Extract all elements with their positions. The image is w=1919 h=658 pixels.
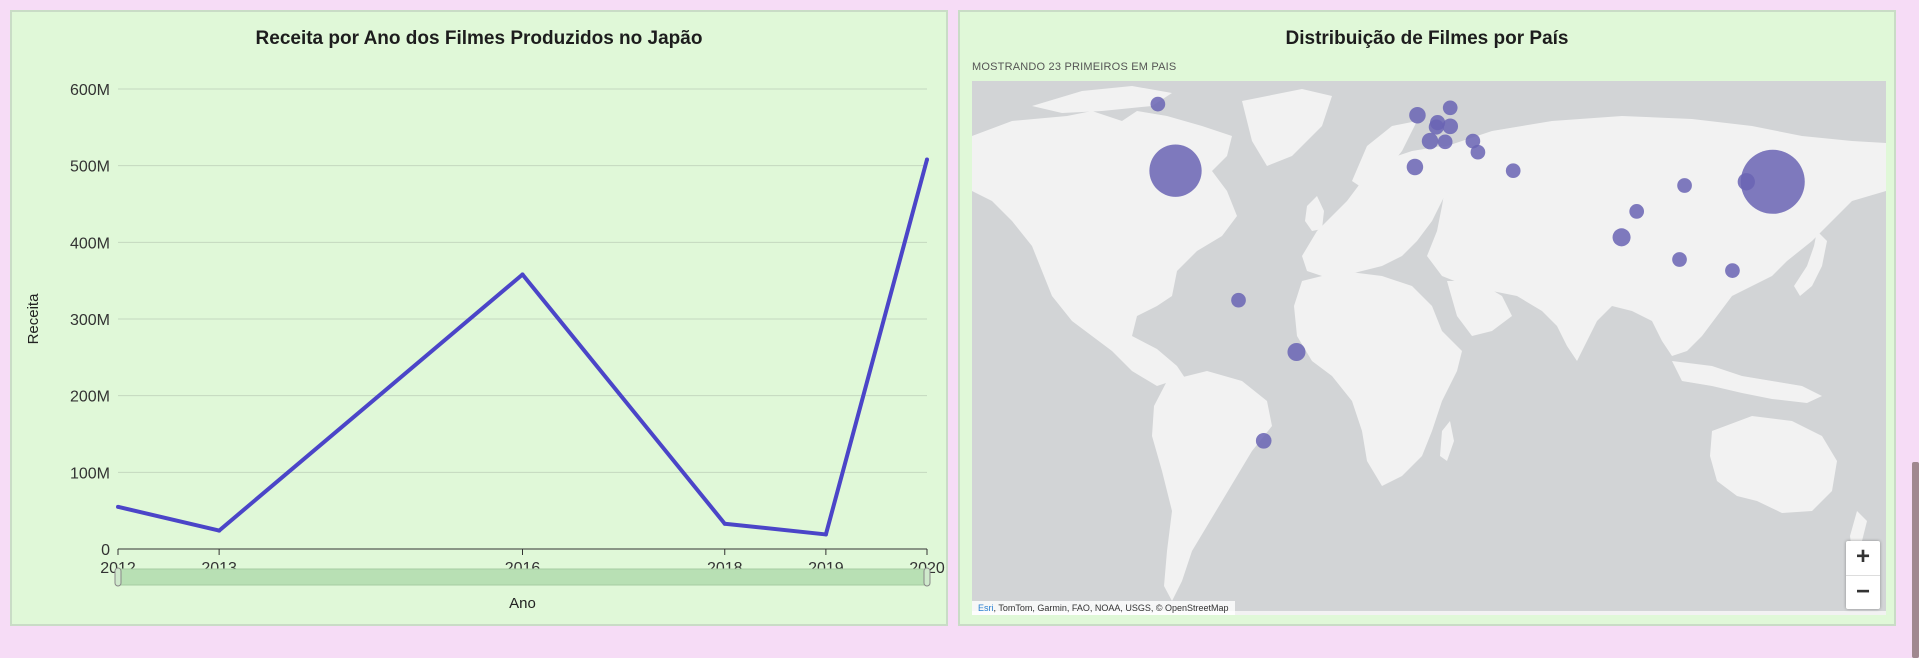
greenland-land bbox=[1242, 89, 1332, 166]
revenue-point[interactable] bbox=[925, 157, 929, 162]
y-tick-label: 600M bbox=[70, 82, 110, 99]
south-america-land bbox=[1152, 371, 1272, 601]
bubble-uk[interactable] bbox=[1409, 106, 1426, 124]
revenue-chart-panel: Receita por Ano dos Filmes Produzidos no… bbox=[10, 10, 948, 626]
revenue-point[interactable] bbox=[217, 528, 222, 533]
map-canvas[interactable] bbox=[972, 81, 1886, 615]
revenue-point[interactable] bbox=[722, 521, 727, 526]
madagascar-land bbox=[1440, 421, 1454, 461]
bubble-japan[interactable] bbox=[1740, 149, 1805, 214]
bubble-spain[interactable] bbox=[1406, 158, 1424, 176]
attribution-text: , TomTom, Garmin, FAO, NOAA, USGS, © Ope… bbox=[993, 603, 1229, 613]
y-tick-label: 500M bbox=[70, 159, 110, 176]
bubble-brazil[interactable] bbox=[1287, 342, 1306, 362]
africa-land bbox=[1294, 271, 1462, 486]
central-america-land bbox=[1132, 336, 1187, 386]
y-tick-label: 300M bbox=[70, 312, 110, 329]
uk-land bbox=[1305, 196, 1324, 231]
japan-land bbox=[1794, 231, 1827, 296]
arabia-land bbox=[1447, 281, 1512, 336]
bubble-nepal[interactable] bbox=[1629, 204, 1645, 219]
bubble-south-korea[interactable] bbox=[1737, 173, 1755, 191]
x-axis-title: Ano bbox=[509, 595, 536, 612]
australia-land bbox=[1710, 416, 1837, 513]
y-tick-label: 100M bbox=[70, 465, 110, 482]
zoom-controls: + − bbox=[1846, 541, 1880, 609]
zoom-out-button[interactable]: − bbox=[1846, 575, 1880, 609]
bubble-colombia[interactable] bbox=[1231, 292, 1246, 308]
bubble-turkey[interactable] bbox=[1505, 163, 1521, 179]
map-title: Distribuição de Filmes por País bbox=[1285, 28, 1569, 49]
revenue-line bbox=[117, 159, 929, 537]
y-axis-title: Receita bbox=[25, 293, 42, 345]
bubble-usa[interactable] bbox=[1149, 144, 1202, 197]
north-arctic-islands bbox=[1032, 86, 1172, 113]
bubble-germany[interactable] bbox=[1442, 118, 1459, 135]
bubble-switzerland[interactable] bbox=[1437, 134, 1453, 150]
revenue-point[interactable] bbox=[823, 532, 828, 537]
range-slider-track[interactable] bbox=[117, 568, 928, 586]
range-slider-handle-right[interactable] bbox=[923, 567, 931, 587]
map-subtitle: MOSTRANDO 23 PRIMEIROS EM PAIS bbox=[972, 61, 1177, 73]
bubble-china[interactable] bbox=[1677, 178, 1692, 193]
map-attribution: Esri, TomTom, Garmin, FAO, NOAA, USGS, ©… bbox=[972, 601, 1235, 615]
se-asia-islands bbox=[1672, 361, 1822, 403]
bubble-argentina[interactable] bbox=[1255, 432, 1272, 449]
revenue-line-chart: 0100M200M300M400M500M600M201220132016201… bbox=[25, 82, 945, 612]
bubble-serbia[interactable] bbox=[1470, 144, 1486, 160]
bubble-philippines[interactable] bbox=[1725, 263, 1740, 278]
y-tick-label: 0 bbox=[101, 542, 110, 559]
esri-link[interactable]: Esri bbox=[978, 603, 994, 613]
bubble-thailand[interactable] bbox=[1672, 252, 1687, 267]
bubble-canada[interactable] bbox=[1150, 96, 1166, 112]
bubble-denmark[interactable] bbox=[1442, 100, 1458, 116]
bubble-hungary[interactable] bbox=[1465, 133, 1481, 149]
bubble-belgium[interactable] bbox=[1428, 119, 1444, 135]
north-america-land bbox=[972, 111, 1237, 386]
world-map[interactable]: Esri, TomTom, Garmin, FAO, NOAA, USGS, ©… bbox=[972, 81, 1886, 615]
revenue-point[interactable] bbox=[520, 272, 525, 277]
scandinavia-land bbox=[1352, 121, 1417, 191]
country-map-panel: Distribuição de Filmes por País MOSTRAND… bbox=[958, 10, 1896, 626]
page-scrollbar[interactable] bbox=[1912, 462, 1919, 658]
y-tick-label: 400M bbox=[70, 235, 110, 252]
bubble-france[interactable] bbox=[1421, 132, 1439, 150]
bubble-india[interactable] bbox=[1612, 228, 1631, 247]
country-bubbles[interactable] bbox=[1149, 96, 1805, 449]
range-slider-handle-left[interactable] bbox=[114, 567, 122, 587]
chart-title: Receita por Ano dos Filmes Produzidos no… bbox=[255, 28, 703, 49]
zoom-in-button[interactable]: + bbox=[1855, 543, 1870, 570]
europe-land bbox=[1302, 146, 1462, 276]
revenue-point[interactable] bbox=[116, 504, 120, 509]
y-tick-label: 200M bbox=[70, 389, 110, 406]
